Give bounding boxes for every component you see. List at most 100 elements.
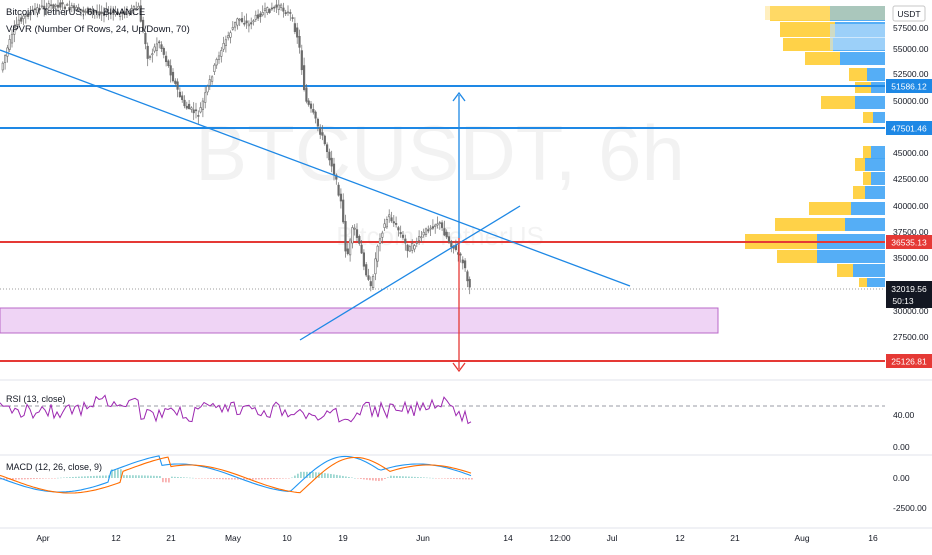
candle-body — [461, 259, 464, 264]
candle-body — [312, 109, 315, 113]
candle-body — [102, 12, 106, 16]
macd-histogram-bar — [450, 478, 452, 479]
macd-histogram-bar — [312, 472, 314, 478]
macd-histogram-bar — [78, 476, 80, 478]
currency-badge[interactable] — [892, 5, 926, 22]
macd-histogram-bar — [339, 475, 341, 478]
candle-body — [176, 81, 179, 90]
candle-body — [10, 33, 14, 44]
candle-body — [406, 244, 409, 252]
macd-histogram-bar — [342, 475, 344, 478]
macd-histogram-bar — [81, 476, 83, 478]
volume-profile-bar-up — [871, 82, 885, 93]
candle-body — [167, 60, 170, 67]
macd-histogram-bar — [252, 478, 254, 480]
volume-profile-bar-up — [867, 68, 885, 81]
macd-histogram-bar — [309, 471, 311, 478]
candle-body — [109, 12, 112, 15]
macd-histogram-bar — [255, 478, 257, 480]
support-zone[interactable] — [0, 307, 719, 334]
vpvr-legend: VPVR (Number Of Rows, 24, Up/Down, 70) — [6, 24, 190, 35]
candle-body — [411, 243, 414, 251]
macd-histogram-bar — [120, 469, 122, 478]
candle-body — [390, 217, 393, 222]
macd-histogram-bar — [66, 477, 68, 478]
x-tick: 21 — [730, 533, 740, 543]
candle-body — [358, 235, 361, 244]
candle-body — [339, 193, 343, 202]
volume-profile-bar-up — [853, 264, 885, 277]
candle-body — [404, 238, 407, 244]
macd-histogram-bar — [162, 478, 164, 483]
macd-histogram-bar — [192, 477, 194, 479]
candle-body — [330, 157, 333, 167]
macd-label: MACD (12, 26, close, 9) — [6, 462, 102, 472]
macd-histogram-bar — [294, 475, 296, 478]
price-label-25126[interactable] — [886, 354, 932, 368]
candle-body — [374, 258, 377, 275]
x-tick: May — [225, 533, 242, 543]
volume-profile-bar-down — [863, 172, 871, 185]
candle-body — [291, 17, 294, 19]
macd-histogram-bar — [324, 473, 326, 478]
signal-line — [0, 456, 472, 494]
candle-body — [43, 5, 46, 10]
time-axis[interactable]: Apr 12 21 May 10 19 Jun 14 12:00 Jul 12 … — [36, 533, 878, 543]
volume-profile-bar-down — [863, 146, 871, 159]
candle-body — [33, 8, 37, 11]
candle-body — [450, 241, 453, 248]
candle-body — [135, 8, 138, 11]
macd-histogram-bar — [90, 476, 92, 478]
macd-histogram-bar — [30, 478, 32, 480]
macd-histogram-bar — [111, 469, 113, 478]
candle-body — [66, 4, 69, 6]
price-label-36535[interactable] — [886, 235, 932, 249]
candle-body — [436, 223, 439, 226]
y-tick: 55000.00 — [893, 44, 929, 54]
y-tick: 42500.00 — [893, 174, 929, 184]
candle-body — [252, 20, 255, 23]
svg-text:50:13: 50:13 — [892, 296, 914, 306]
volume-profile-bar-up — [865, 158, 885, 171]
candle-body — [98, 11, 101, 16]
macd-histogram-bar — [369, 478, 371, 481]
macd-histogram-bar — [435, 478, 437, 479]
macd-histogram-bar — [327, 473, 329, 478]
candle-body — [325, 144, 329, 153]
candle-body — [54, 4, 57, 7]
macd-histogram-bar — [267, 478, 269, 480]
last-price-label[interactable] — [886, 281, 932, 308]
volume-profile-bar-down — [853, 186, 865, 199]
descending-trendline[interactable] — [0, 49, 631, 287]
price-label-47501[interactable] — [886, 121, 932, 135]
candle-body — [293, 23, 297, 32]
macd-histogram-bar — [303, 471, 305, 478]
watermark-symbol: BTCUSDT, 6h — [195, 109, 685, 197]
candle-body — [144, 33, 147, 45]
candle-body — [73, 5, 76, 9]
price-label-51586[interactable] — [886, 79, 932, 93]
macd-histogram-bar — [168, 478, 170, 483]
candle-body — [114, 11, 117, 15]
volume-profile-bar-down — [775, 218, 845, 231]
candle-body — [459, 253, 462, 256]
macd-histogram-bar — [198, 478, 200, 479]
candle-body — [148, 56, 152, 58]
candle-body — [130, 8, 133, 11]
candle-body — [240, 18, 244, 22]
candle-body — [394, 223, 398, 225]
candle-body — [86, 7, 89, 14]
macd-histogram-bar — [216, 478, 218, 480]
candle-body — [116, 11, 119, 15]
candle-body — [463, 260, 467, 269]
candle-body — [96, 11, 99, 14]
macd-histogram-bar — [54, 478, 56, 479]
macd-histogram-bar — [366, 478, 368, 480]
macd-histogram-bar — [420, 477, 422, 478]
macd-histogram-bar — [456, 478, 458, 480]
ascending-trendline[interactable] — [299, 205, 521, 341]
macd-histogram-bar — [201, 478, 203, 479]
volume-profile-bar-down — [849, 68, 867, 81]
candle-body — [369, 281, 372, 287]
